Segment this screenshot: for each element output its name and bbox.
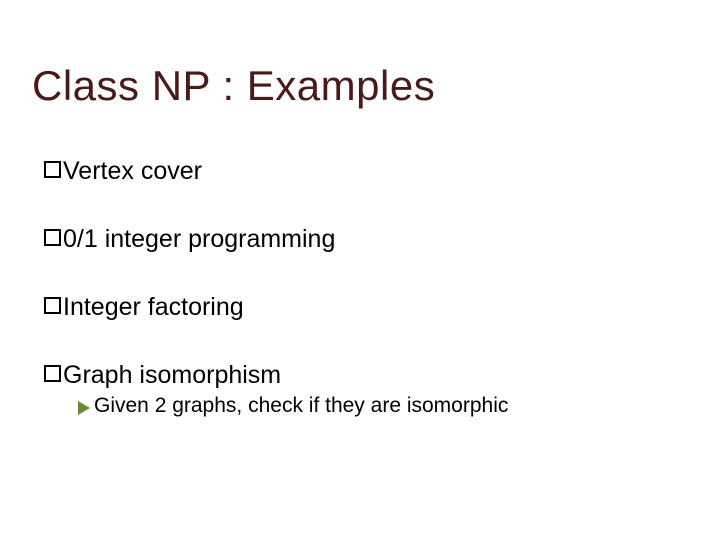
bullet-text: Graph isomorphism <box>63 360 281 390</box>
bullet-text: Vertex cover <box>63 156 202 186</box>
list-item: 0/1 integer programming <box>44 224 335 254</box>
square-bullet-icon <box>44 297 61 314</box>
arrow-bullet-icon <box>78 401 90 415</box>
bullet-text: 0/1 integer programming <box>63 224 335 254</box>
square-bullet-icon <box>44 229 61 246</box>
square-bullet-icon <box>44 365 61 382</box>
list-item: Graph isomorphism <box>44 360 281 390</box>
sub-bullet-text: Given 2 graphs, check if they are isomor… <box>94 394 508 418</box>
list-item: Vertex cover <box>44 156 202 186</box>
slide-title: Class NP : Examples <box>32 62 435 110</box>
bullet-text: Integer factoring <box>63 292 244 322</box>
sub-list-item: Given 2 graphs, check if they are isomor… <box>78 394 508 418</box>
list-item: Integer factoring <box>44 292 244 322</box>
square-bullet-icon <box>44 161 61 178</box>
